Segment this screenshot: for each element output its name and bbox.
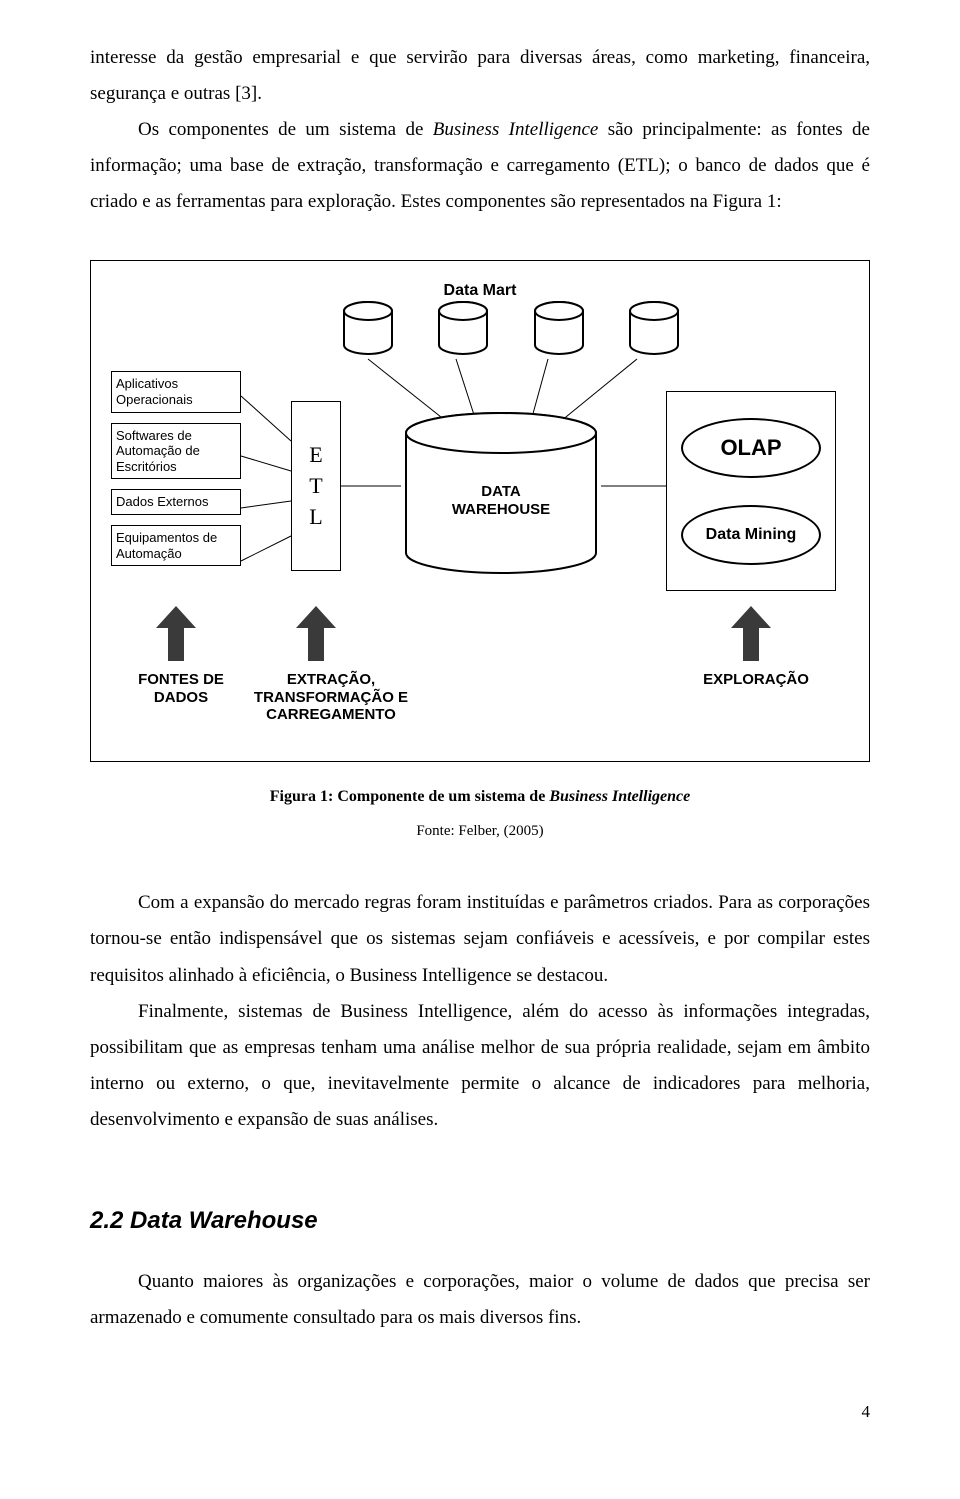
label-etl: EXTRAÇÃO, TRANSFORMAÇÃO E CARREGAMENTO [236, 671, 426, 723]
para2-italic: Business Intelligence [433, 119, 599, 140]
paragraph-1: interesse da gestão empresarial e que se… [90, 40, 870, 112]
arrow-up-icon [296, 606, 336, 661]
etl-letter: T [309, 471, 322, 502]
etl-box: E T L [291, 401, 341, 571]
source-box: Dados Externos [111, 489, 241, 515]
section-heading: 2.2 Data Warehouse [90, 1198, 870, 1244]
olap-pill: OLAP [681, 418, 821, 478]
etl-letter: E [309, 440, 322, 471]
arrow-up-icon [156, 606, 196, 661]
datamining-pill: Data Mining [681, 505, 821, 565]
sources-column: Aplicativos Operacionais Softwares de Au… [111, 371, 241, 576]
figure-caption: Figura 1: Componente de um sistema de Bu… [90, 782, 870, 812]
paragraph-3: Com a expansão do mercado regras foram i… [90, 885, 870, 993]
label-fontes: FONTES DE DADOS [116, 671, 246, 706]
etl-letter: L [309, 502, 322, 533]
arrow-up-icon [731, 606, 771, 661]
page-number: 4 [90, 1396, 870, 1428]
para2-text-a: Os componentes de um sistema de [138, 119, 433, 140]
figure-1-canvas: Data Mart Aplicativos Ope [101, 271, 859, 751]
label-exploracao: EXPLORAÇÃO [681, 671, 831, 688]
data-warehouse-cylinder: DATA WAREHOUSE [401, 411, 601, 595]
figure-source: Fonte: Felber, (2005) [90, 817, 870, 846]
source-box: Equipamentos de Automação [111, 525, 241, 566]
source-box: Aplicativos Operacionais [111, 371, 241, 412]
paragraph-2: Os componentes de um sistema de Business… [90, 112, 870, 220]
figcap-a: Figura 1: Componente de um sistema de [270, 788, 550, 805]
svg-text:DATA: DATA [481, 483, 521, 500]
figure-1-container: Data Mart Aplicativos Ope [90, 260, 870, 762]
figcap-b: Business Intelligence [549, 788, 690, 805]
paragraph-4: Finalmente, sistemas de Business Intelli… [90, 994, 870, 1138]
svg-text:WAREHOUSE: WAREHOUSE [452, 501, 550, 518]
paragraph-5: Quanto maiores às organizações e corpora… [90, 1264, 870, 1336]
exploration-box: OLAP Data Mining [666, 391, 836, 591]
source-box: Softwares de Automação de Escritórios [111, 423, 241, 480]
